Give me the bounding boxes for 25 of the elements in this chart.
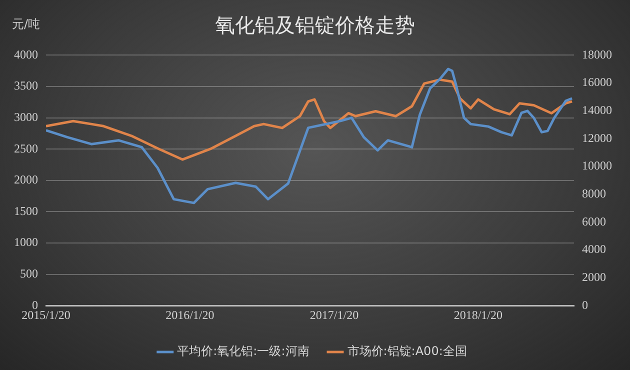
- y-tick-label: 3000: [14, 110, 38, 124]
- y-tick-label: 500: [20, 266, 38, 280]
- legend-label: 市场价:铝锭:A00:全国: [347, 344, 467, 358]
- y-tick-label: 2500: [14, 141, 38, 156]
- x-tick-label: 2018/1/20: [454, 308, 503, 322]
- y2-tick-label: 10000: [582, 158, 612, 173]
- y2-tick-label: 16000: [582, 75, 612, 90]
- y2-tick-label: 4000: [582, 242, 606, 256]
- y-tick-label: 1000: [14, 235, 38, 250]
- y-tick-label: 4000: [14, 47, 38, 62]
- y-tick-label: 1500: [14, 204, 38, 218]
- y2-tick-label: 12000: [582, 130, 612, 145]
- y2-tick-label: 8000: [582, 186, 606, 200]
- y2-tick-label: 18000: [582, 47, 612, 62]
- y2-tick-label: 2000: [582, 270, 606, 284]
- x-tick-label: 2016/1/20: [166, 308, 214, 322]
- y-tick-label: 2000: [14, 172, 38, 187]
- y2-tick-label: 14000: [582, 103, 612, 117]
- y-axis-title: 元/吨: [12, 16, 40, 33]
- x-tick-label: 2017/1/20: [310, 308, 359, 322]
- y2-tick-label: 6000: [582, 214, 606, 228]
- legend-label: 平均价:氧化铝:一级:河南: [177, 344, 310, 358]
- chart-title: 氧化铝及铝锭价格走势: [215, 13, 415, 37]
- y-tick-label: 3500: [14, 78, 38, 93]
- y2-tick-label: 0: [582, 298, 588, 312]
